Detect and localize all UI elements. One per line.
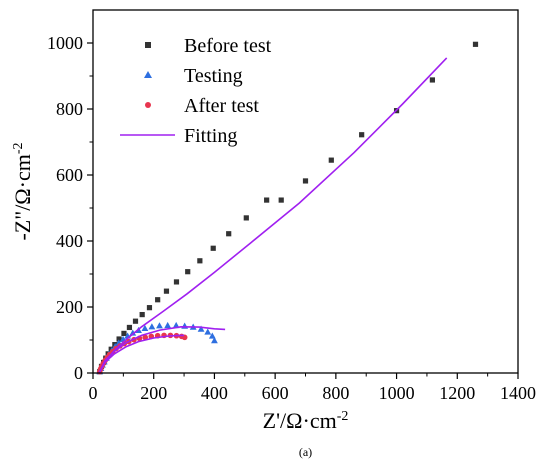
series-after-test [96, 332, 188, 375]
data-point [129, 329, 137, 336]
legend-item: Testing [144, 65, 243, 87]
legend-label: Fitting [184, 125, 237, 147]
data-point [181, 322, 189, 329]
y-tick-label: 800 [56, 99, 83, 119]
data-point [429, 77, 435, 83]
data-point [243, 215, 249, 221]
data-point [197, 325, 205, 332]
y-tick-label: 1000 [47, 33, 83, 53]
x-axis-title: Z'/Ω·cm-2 [263, 408, 349, 433]
x-tick-label: 1400 [500, 383, 536, 403]
y-tick-label: 200 [56, 297, 83, 317]
data-point [302, 178, 309, 184]
legend-symbol [145, 102, 151, 108]
figure-caption: (a) [299, 445, 312, 459]
data-point [264, 197, 270, 203]
fitting-curve [98, 334, 185, 374]
legend-label: After test [184, 95, 259, 117]
data-point [156, 322, 163, 329]
data-point [173, 279, 180, 285]
data-point [132, 318, 139, 324]
legend-item: Before test [145, 35, 272, 57]
x-tick-label: 800 [322, 383, 349, 403]
data-point [146, 305, 153, 311]
plot-area [96, 41, 479, 375]
data-point [472, 41, 479, 47]
series-fitting [98, 57, 448, 374]
legend: Before test Testing After test Fitting [120, 35, 272, 147]
legend-item: After test [145, 95, 259, 117]
y-tick-label: 400 [56, 231, 83, 251]
data-point [121, 330, 127, 336]
data-point [208, 332, 216, 339]
data-point [226, 231, 232, 237]
x-axis-title-superscript: -2 [337, 409, 349, 424]
data-point [126, 324, 133, 331]
legend-item: Fitting [120, 125, 237, 147]
y-tick-label: 600 [56, 165, 83, 185]
data-point [210, 245, 216, 251]
data-point [204, 328, 212, 335]
y-axis-title: -Z"/Ω·cm-2 [10, 142, 35, 240]
y-tick-label: 0 [74, 363, 83, 383]
fitting-curve [98, 325, 226, 374]
plot-frame [92, 9, 519, 374]
data-point [116, 336, 122, 342]
y-axis-title-superscript: -2 [11, 142, 26, 154]
x-tick-label: 1200 [439, 383, 475, 403]
x-tick-label: 400 [201, 383, 228, 403]
axes: 0 200 400 600 800 1000 1200 1400 0 200 400 600 800 10… [47, 9, 536, 403]
data-point [164, 321, 172, 329]
x-tick-label: 200 [140, 383, 167, 403]
legend-label: Testing [184, 65, 243, 87]
data-point [359, 132, 365, 138]
data-point [197, 258, 203, 264]
data-point [148, 323, 156, 330]
x-tick-label: 0 [89, 383, 98, 403]
data-point [142, 334, 149, 341]
data-point [185, 269, 191, 275]
x-tick-label: 1000 [379, 383, 415, 403]
data-point [163, 288, 170, 294]
data-point [328, 157, 334, 163]
data-point [155, 297, 161, 303]
legend-label: Before test [184, 35, 272, 57]
x-tick-label: 600 [262, 383, 289, 403]
legend-symbol [144, 71, 152, 78]
data-point [139, 311, 145, 318]
legend-symbol [145, 42, 151, 48]
series-before-test [97, 41, 479, 375]
data-point [278, 197, 284, 203]
data-point [141, 324, 149, 332]
data-point [211, 337, 218, 344]
